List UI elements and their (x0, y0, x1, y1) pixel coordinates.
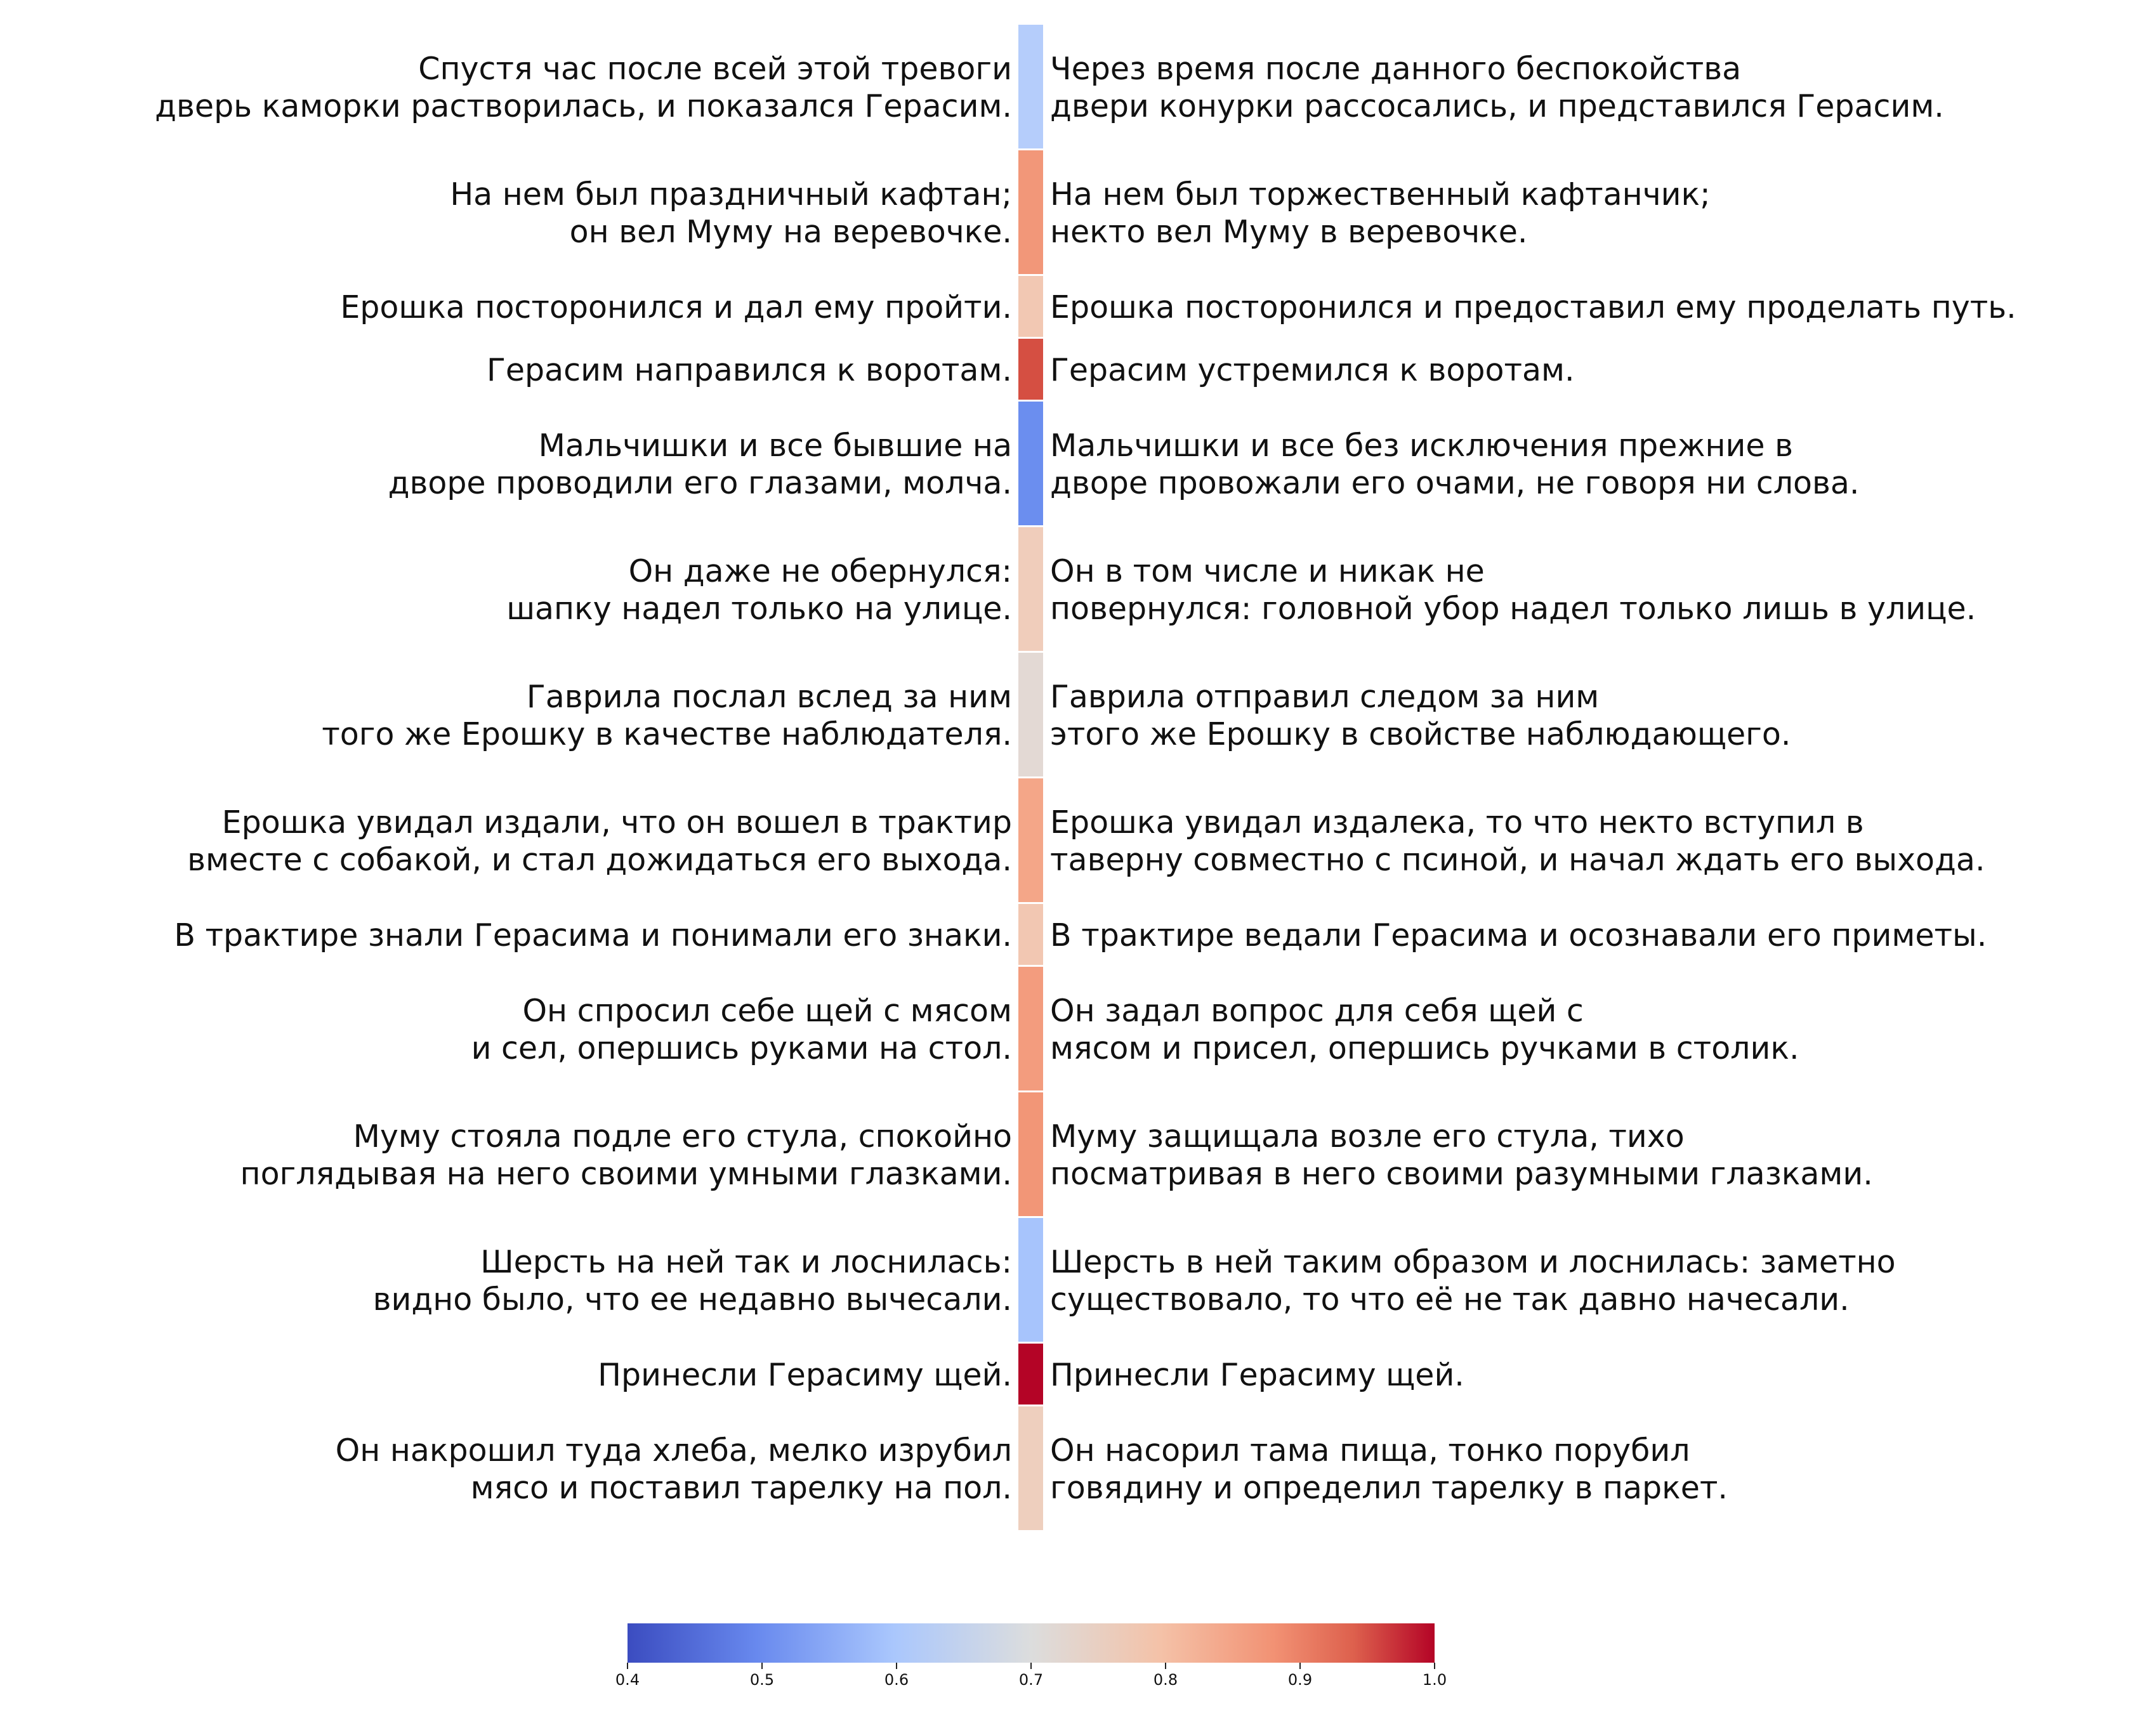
heatmap-row: Принесли Герасиму щей. Принесли Герасиму … (0, 1344, 2156, 1406)
target-sentence: Мальчишки и все без исключения прежние в… (1050, 428, 1860, 501)
colorbar-tick-label: 0.7 (1018, 1671, 1044, 1689)
source-sentence: На нем был праздничный кафтан; он вел Му… (450, 176, 1012, 250)
heatmap-cell (1018, 150, 1043, 276)
heatmap-row: Спустя час после всей этой тревоги дверь… (0, 25, 2156, 150)
source-sentence: Ерошка посторонился и дал ему пройти. (340, 289, 1012, 325)
source-sentence: Он накрошил туда хлеба, мелко изрубил мя… (335, 1432, 1012, 1506)
target-sentence: На нем был торжественный кафтанчик; нект… (1050, 176, 1711, 250)
source-sentence: Принесли Герасиму щей. (598, 1357, 1012, 1393)
heatmap-cell (1018, 527, 1043, 653)
heatmap-cell (1018, 25, 1043, 150)
target-sentence: Шерсть в ней таким образом и лоснилась: … (1050, 1244, 1896, 1318)
colorbar-tick-label: 1.0 (1422, 1671, 1447, 1689)
target-sentence: Ерошка увидал издалека, то что некто вст… (1050, 804, 1985, 878)
source-sentence: Герасим направился к воротам. (487, 352, 1012, 388)
target-sentence: Принесли Герасиму щей. (1050, 1357, 1464, 1393)
target-sentence: Он задал вопрос для себя щей с мясом и п… (1050, 993, 1799, 1066)
colorbar-tick-mark (1299, 1663, 1301, 1669)
source-sentence: В трактире знали Герасима и понимали его… (174, 917, 1012, 953)
heatmap-row: Ерошка увидал издали, что он вошел в тра… (0, 778, 2156, 904)
colorbar-tick-label: 0.8 (1153, 1671, 1178, 1689)
target-sentence: Через время после данного беспокойства д… (1050, 51, 1944, 124)
heatmap-cell (1018, 1092, 1043, 1218)
colorbar-tick-mark (1030, 1663, 1032, 1669)
heatmap-row: Гаврила послал вслед за ним того же Ерош… (0, 653, 2156, 778)
heatmap-cell (1018, 653, 1043, 778)
source-sentence: Он даже не обернулся: шапку надел только… (506, 553, 1012, 627)
source-sentence: Муму стояла подле его стула, спокойно по… (240, 1118, 1012, 1192)
heatmap-cell (1018, 402, 1043, 527)
heatmap-row: Шерсть на ней так и лоснилась: видно был… (0, 1218, 2156, 1344)
colorbar (628, 1623, 1435, 1663)
heatmap-cell (1018, 339, 1043, 402)
target-sentence: Гаврила отправил следом за ним этого же … (1050, 679, 1791, 752)
target-sentence: Он в том числе и никак не повернулся: го… (1050, 553, 1976, 627)
colorbar-tick-label: 0.9 (1287, 1671, 1313, 1689)
heatmap-cell (1018, 1406, 1043, 1532)
heatmap-cell (1018, 904, 1043, 967)
target-sentence: Ерошка посторонился и предоставил ему пр… (1050, 289, 2016, 325)
heatmap-cell (1018, 1344, 1043, 1406)
heatmap-row: Ерошка посторонился и дал ему пройти. Еро… (0, 276, 2156, 339)
heatmap-row: Мальчишки и все бывшие на дворе проводил… (0, 402, 2156, 527)
target-sentence: Муму защищала возле его стула, тихо посм… (1050, 1118, 1873, 1192)
heatmap-row: Муму стояла подле его стула, спокойно по… (0, 1092, 2156, 1218)
target-sentence: Он насорил тама пища, тонко порубил говя… (1050, 1432, 1728, 1506)
heatmap-row: Он накрошил туда хлеба, мелко изрубил мя… (0, 1406, 2156, 1532)
heatmap-cell (1018, 1218, 1043, 1344)
heatmap-row: Герасим направился к воротам. Герасим уст… (0, 339, 2156, 402)
heatmap-row: На нем был праздничный кафтан; он вел Му… (0, 150, 2156, 276)
heatmap-row: Он спросил себе щей с мясом и сел, оперш… (0, 967, 2156, 1092)
colorbar-tick-mark (761, 1663, 763, 1669)
source-sentence: Мальчишки и все бывшие на дворе проводил… (388, 428, 1012, 501)
colorbar-tick-mark (627, 1663, 628, 1669)
colorbar-tick-label: 0.4 (615, 1671, 640, 1689)
source-sentence: Гаврила послал вслед за ним того же Ерош… (322, 679, 1012, 752)
colorbar-tick-label: 0.6 (884, 1671, 909, 1689)
heatmap-cell (1018, 967, 1043, 1092)
source-sentence: Спустя час после всей этой тревоги дверь… (155, 51, 1012, 124)
target-sentence: В трактире ведали Герасима и осознавали … (1050, 917, 1987, 953)
target-sentence: Герасим устремился к воротам. (1050, 352, 1575, 388)
colorbar-tick-mark (1434, 1663, 1435, 1669)
source-sentence: Он спросил себе щей с мясом и сел, оперш… (471, 993, 1012, 1066)
source-sentence: Шерсть на ней так и лоснилась: видно был… (372, 1244, 1012, 1318)
heatmap-row: В трактире знали Герасима и понимали его… (0, 904, 2156, 967)
heatmap-cell (1018, 778, 1043, 904)
colorbar-tick-mark (1165, 1663, 1166, 1669)
colorbar-tick-label: 0.5 (749, 1671, 775, 1689)
heatmap-cell (1018, 276, 1043, 339)
source-sentence: Ерошка увидал издали, что он вошел в тра… (187, 804, 1012, 878)
colorbar-tick-mark (896, 1663, 897, 1669)
heatmap-row: Он даже не обернулся: шапку надел только… (0, 527, 2156, 653)
